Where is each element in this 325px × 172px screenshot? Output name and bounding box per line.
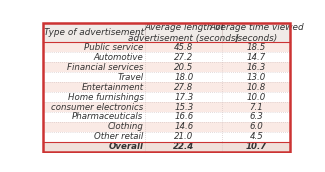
Text: 7.1: 7.1 (250, 103, 263, 112)
Text: 6.0: 6.0 (250, 122, 263, 131)
Text: Average time viewed
(seconds): Average time viewed (seconds) (209, 23, 304, 43)
Text: 15.3: 15.3 (174, 103, 193, 112)
Bar (43, 52, 291, 62)
Bar (43, 82, 291, 92)
Text: 27.8: 27.8 (174, 83, 193, 92)
Text: 16.6: 16.6 (174, 112, 193, 121)
Text: Automotive: Automotive (94, 53, 143, 62)
Text: 16.3: 16.3 (247, 63, 266, 72)
Text: Entertainment: Entertainment (81, 83, 143, 92)
Text: 10.7: 10.7 (246, 142, 267, 151)
Text: Other retail: Other retail (94, 132, 143, 141)
Bar (43, 132, 291, 142)
Text: 6.3: 6.3 (250, 112, 263, 121)
Text: 4.5: 4.5 (250, 132, 263, 141)
Bar (43, 62, 291, 72)
Bar (43, 142, 291, 152)
Bar (43, 112, 291, 122)
Text: 21.0: 21.0 (174, 132, 193, 141)
Text: 14.7: 14.7 (247, 53, 266, 62)
Text: Travel: Travel (117, 73, 143, 82)
Text: Public service: Public service (84, 43, 143, 52)
Text: Home furnishings: Home furnishings (68, 93, 143, 102)
Bar (43, 92, 291, 102)
Text: Overall: Overall (109, 142, 143, 151)
Text: 10.0: 10.0 (247, 93, 266, 102)
Text: consumer electronics: consumer electronics (51, 103, 143, 112)
Text: 20.5: 20.5 (174, 63, 193, 72)
Bar (43, 23, 291, 42)
Text: Average length of
advertisement (seconds): Average length of advertisement (seconds… (128, 23, 240, 43)
Text: 22.4: 22.4 (173, 142, 195, 151)
Text: 18.5: 18.5 (247, 43, 266, 52)
Text: Type of advertisement: Type of advertisement (44, 28, 144, 37)
Text: 13.0: 13.0 (247, 73, 266, 82)
Text: 17.3: 17.3 (174, 93, 193, 102)
Text: 45.8: 45.8 (174, 43, 193, 52)
Text: Pharmaceuticals: Pharmaceuticals (72, 112, 143, 121)
Text: Clothing: Clothing (108, 122, 143, 131)
Bar (43, 102, 291, 112)
Text: 14.6: 14.6 (174, 122, 193, 131)
Bar (43, 72, 291, 82)
Text: 18.0: 18.0 (174, 73, 193, 82)
Text: Financial services: Financial services (67, 63, 143, 72)
Bar (43, 122, 291, 132)
Text: 27.2: 27.2 (174, 53, 193, 62)
Text: 10.8: 10.8 (247, 83, 266, 92)
Bar (43, 42, 291, 52)
